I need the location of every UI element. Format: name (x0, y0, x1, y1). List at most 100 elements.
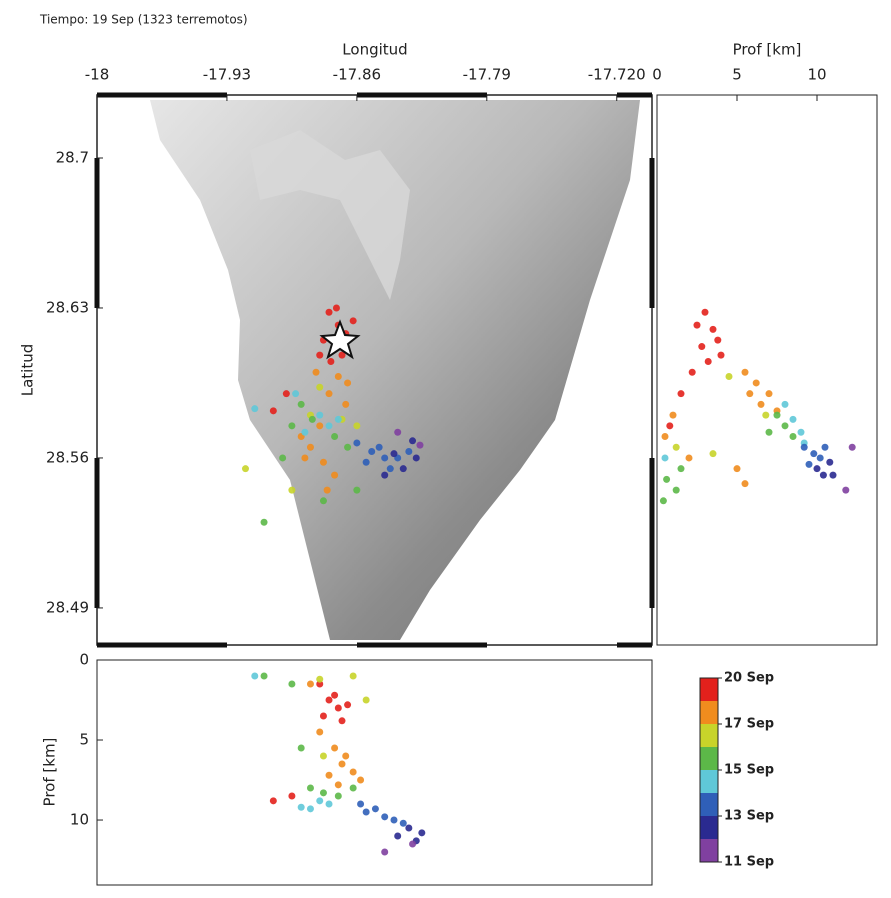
earthquake-point (734, 465, 741, 472)
earthquake-point (714, 337, 721, 344)
earthquake-point (663, 476, 670, 483)
colorbar-label: 13 Sep (724, 809, 774, 824)
earthquake-point (678, 390, 685, 397)
y-tick-label: 10 (70, 811, 89, 829)
earthquake-point (307, 805, 314, 812)
earthquake-point (270, 407, 277, 414)
earthquake-point (335, 705, 342, 712)
earthquake-point (335, 373, 342, 380)
earthquake-point (357, 777, 364, 784)
earthquake-point (331, 745, 338, 752)
earthquake-point (339, 761, 346, 768)
earthquake-point (400, 820, 407, 827)
earthquake-point (320, 459, 327, 466)
earthquake-point (418, 829, 425, 836)
earthquake-point (686, 454, 693, 461)
earthquake-point (327, 358, 334, 365)
earthquake-point (363, 697, 370, 704)
earthquake-point (753, 379, 760, 386)
y-tick-label: 28.49 (46, 598, 89, 616)
earthquake-point (798, 429, 805, 436)
earthquake-point (416, 442, 423, 449)
earthquake-point (820, 472, 827, 479)
colorbar-segment (700, 724, 718, 748)
earthquake-point (678, 465, 685, 472)
x-tick-label: -17.720 (588, 66, 646, 84)
x-tick-label: -18 (85, 66, 110, 84)
earthquake-point (279, 454, 286, 461)
earthquake-point (335, 781, 342, 788)
earthquake-point (694, 322, 701, 329)
earthquake-point (270, 797, 277, 804)
earthquake-point (344, 379, 351, 386)
earthquake-point (689, 369, 696, 376)
y-axis-label: Latitud (19, 344, 37, 397)
earthquake-point (790, 416, 797, 423)
earthquake-point (790, 433, 797, 440)
earthquake-point (670, 412, 677, 419)
x-tick-label: -17.93 (203, 66, 251, 84)
earthquake-point (288, 422, 295, 429)
earthquake-point (331, 692, 338, 699)
earthquake-point (316, 422, 323, 429)
earthquake-point (806, 461, 813, 468)
earthquake-point (372, 805, 379, 812)
earthquake-point (261, 673, 268, 680)
earthquake-point (742, 369, 749, 376)
earthquake-point (320, 713, 327, 720)
earthquake-point (774, 412, 781, 419)
earthquake-point (849, 444, 856, 451)
earthquake-point (710, 326, 717, 333)
earthquake-point (702, 309, 709, 316)
earthquake-point (758, 401, 765, 408)
x-tick-label: 5 (732, 66, 742, 84)
earthquake-point (326, 422, 333, 429)
earthquake-point (662, 454, 669, 461)
earthquake-point (381, 813, 388, 820)
earthquake-point (316, 676, 323, 683)
earthquake-point (326, 309, 333, 316)
earthquake-point (320, 789, 327, 796)
earthquake-point (350, 317, 357, 324)
earthquake-point (801, 444, 808, 451)
earthquake-point (316, 797, 323, 804)
earthquake-point (394, 833, 401, 840)
earthquake-point (335, 793, 342, 800)
earthquake-point (326, 801, 333, 808)
earthquake-point (673, 444, 680, 451)
earthquake-point (782, 401, 789, 408)
x-tick-label: 10 (807, 66, 826, 84)
earthquake-point (381, 454, 388, 461)
x-tick-label: 0 (652, 66, 662, 84)
earthquake-point (261, 519, 268, 526)
earthquake-point (381, 472, 388, 479)
earthquake-point (251, 673, 258, 680)
x-axis-label: Longitud (342, 41, 407, 59)
earthquake-point (718, 352, 725, 359)
earthquake-point (405, 825, 412, 832)
earthquake-point (324, 487, 331, 494)
earthquake-point (350, 785, 357, 792)
earthquake-point (660, 497, 667, 504)
earthquake-point (283, 390, 290, 397)
header-title: Tiempo: 19 Sep (1323 terremotos) (39, 13, 248, 27)
earthquake-point (766, 390, 773, 397)
x-tick-label: -17.86 (333, 66, 381, 84)
earthquake-point (350, 673, 357, 680)
earthquake-point (742, 480, 749, 487)
earthquake-point (766, 429, 773, 436)
earthquake-point (298, 401, 305, 408)
earthquake-point (344, 701, 351, 708)
earthquake-point (762, 412, 769, 419)
earthquake-point (830, 472, 837, 479)
earthquake-point (326, 772, 333, 779)
earthquake-point (298, 804, 305, 811)
colorbar-segment (700, 701, 718, 725)
earthquake-point (822, 444, 829, 451)
colorbar-segment (700, 839, 718, 863)
colorbar-label: 15 Sep (724, 763, 774, 778)
earthquake-point (381, 849, 388, 856)
earthquake-point (320, 753, 327, 760)
earthquake-point (301, 454, 308, 461)
earthquake-point (368, 448, 375, 455)
